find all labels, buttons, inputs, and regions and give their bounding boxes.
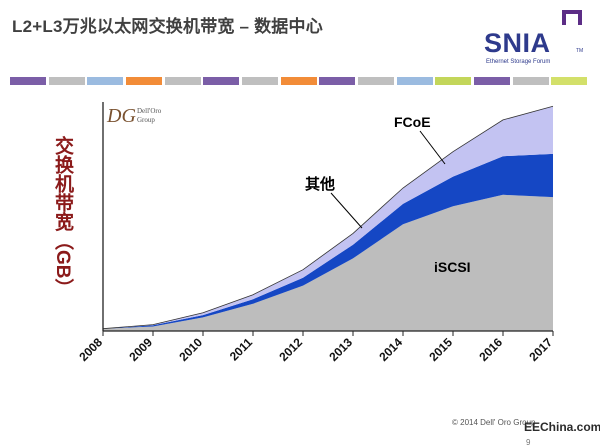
watermark-text: EEChina.com (524, 420, 600, 434)
area-fcoe (103, 106, 553, 329)
color-swatch (203, 77, 240, 85)
color-swatch (242, 77, 278, 85)
label-iscsi: iSCSI (434, 259, 471, 275)
color-swatch (87, 77, 124, 85)
slide-title: L2+L3万兆以太网交换机带宽 – 数据中心 (12, 17, 323, 36)
logo-subtitle: Ethernet Storage Forum (486, 59, 551, 65)
total-outline (102, 105, 554, 330)
leader-other (330, 192, 363, 229)
area-other (103, 153, 553, 329)
watermark: EEChina.com 9 (524, 420, 600, 448)
x-tick-label: 2016 (476, 335, 505, 364)
dg-mark: DG (107, 105, 136, 127)
label-other: 其他 (305, 175, 335, 193)
color-swatch (358, 77, 394, 85)
x-tick-label: 2013 (326, 335, 355, 364)
color-swatch (396, 77, 433, 85)
leader-fcoe (419, 130, 446, 165)
logo-text: SNIA (484, 28, 551, 58)
color-swatch (280, 77, 317, 85)
page-number: 9 (526, 438, 531, 447)
color-swatch-bar (10, 77, 590, 85)
logo-mark-icon (562, 10, 582, 25)
dg-name: Dell'Oro Group (137, 107, 161, 125)
area-iscsi (103, 194, 553, 331)
label-fcoe: FCoE (394, 114, 431, 130)
color-swatch (48, 77, 85, 85)
x-tick-label: 2010 (176, 335, 205, 364)
color-swatch (319, 77, 356, 85)
snia-logo: SNIA TM Ethernet Storage Forum (478, 4, 588, 66)
color-swatch (10, 77, 46, 85)
color-swatch (126, 77, 162, 85)
x-tick-label: 2012 (276, 335, 305, 364)
dg-name-line2: Group (137, 116, 155, 124)
dellorogroup-logo: DG Dell'Oro Group (107, 105, 161, 128)
color-swatch (512, 77, 549, 85)
x-tick-label: 2014 (376, 335, 405, 364)
x-tick-label: 2015 (426, 335, 455, 364)
dg-name-line1: Dell'Oro (137, 107, 162, 115)
y-axis-title: 交换机带宽（GB） (52, 136, 73, 298)
color-swatch (474, 77, 510, 85)
color-swatch (551, 77, 588, 85)
logo-tm: TM (576, 48, 584, 54)
color-swatch (164, 77, 201, 85)
x-tick-label: 2008 (76, 335, 105, 364)
x-tick-label: 2009 (126, 335, 155, 364)
x-tick-label: 2011 (227, 335, 256, 364)
footer-copyright: © 2014 Dell' Oro Group (452, 418, 536, 427)
color-swatch (435, 77, 472, 85)
x-tick-label: 2017 (526, 335, 555, 364)
